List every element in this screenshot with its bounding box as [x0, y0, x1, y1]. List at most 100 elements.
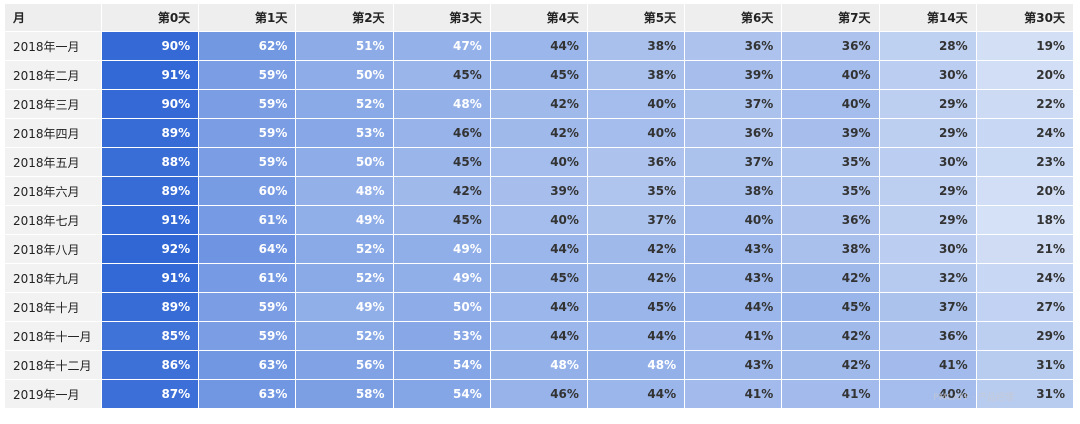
heatmap-cell: 60%	[198, 176, 297, 206]
heatmap-cell: 42%	[489, 89, 588, 119]
heatmap-cell: 61%	[198, 205, 297, 235]
heatmap-cell: 43%	[684, 234, 783, 264]
heatmap-cell: 40%	[781, 60, 880, 90]
heatmap-cell: 52%	[295, 321, 394, 351]
row-label: 2018年三月	[4, 89, 102, 119]
column-header: 第2天	[295, 3, 394, 32]
heatmap-cell: 36%	[684, 118, 783, 148]
heatmap-cell: 92%	[100, 234, 200, 264]
heatmap-cell: 36%	[781, 205, 880, 235]
heatmap-cell: 42%	[781, 321, 880, 351]
heatmap-cell: 54%	[392, 350, 491, 380]
heatmap-cell: 52%	[295, 263, 394, 293]
table-row: 2018年三月 90% 59% 52% 48% 42% 40% 37% 40% 29% 22%	[4, 89, 1075, 119]
heatmap-cell: 53%	[295, 118, 394, 148]
heatmap-cell: 50%	[295, 147, 394, 177]
heatmap-cell: 37%	[586, 205, 686, 235]
header-row: 月 第0天 第1天 第2天 第3天 第4天 第5天 第6天 第7天 第14天 第30天	[4, 3, 1075, 32]
heatmap-cell: 88%	[100, 147, 200, 177]
heatmap-cell: 40%	[684, 205, 783, 235]
heatmap-cell: 59%	[198, 60, 297, 90]
table-row: 2018年四月 89% 59% 53% 46% 42% 40% 36% 39% 29% 24%	[4, 118, 1075, 148]
heatmap-cell: 43%	[684, 263, 783, 293]
row-header-cell: 月	[4, 3, 102, 32]
heatmap-cell: 48%	[489, 350, 588, 380]
heatmap-cell: 42%	[489, 118, 588, 148]
heatmap-cell: 37%	[878, 292, 977, 322]
heatmap-cell: 30%	[878, 60, 977, 90]
heatmap-cell: 87%	[100, 379, 200, 409]
heatmap-cell: 29%	[878, 205, 977, 235]
table-row: 2018年六月 89% 60% 48% 42% 39% 35% 38% 35% 29% 20%	[4, 176, 1075, 206]
heatmap-cell: 29%	[975, 321, 1075, 351]
heatmap-cell: 36%	[781, 31, 880, 61]
heatmap-cell: 64%	[198, 234, 297, 264]
table-row: 2018年八月 92% 64% 52% 49% 44% 42% 43% 38% 30% 21%	[4, 234, 1075, 264]
column-header: 第4天	[489, 3, 588, 32]
heatmap-cell: 89%	[100, 292, 200, 322]
column-header: 第5天	[586, 3, 686, 32]
table-row: 2018年九月 91% 61% 52% 49% 45% 42% 43% 42% 32% 24%	[4, 263, 1075, 293]
heatmap-cell: 44%	[489, 292, 588, 322]
heatmap-cell: 37%	[684, 89, 783, 119]
heatmap-cell: 39%	[489, 176, 588, 206]
heatmap-cell: 20%	[975, 176, 1075, 206]
heatmap-cell: 47%	[392, 31, 491, 61]
heatmap-cell: 45%	[392, 147, 491, 177]
heatmap-cell: 44%	[489, 234, 588, 264]
heatmap-cell: 46%	[489, 379, 588, 409]
heatmap-cell: 42%	[586, 263, 686, 293]
heatmap-cell: 91%	[100, 60, 200, 90]
heatmap-cell: 49%	[295, 205, 394, 235]
heatmap-cell: 48%	[295, 176, 394, 206]
heatmap-cell: 42%	[781, 263, 880, 293]
heatmap-cell: 40%	[489, 205, 588, 235]
heatmap-cell: 59%	[198, 118, 297, 148]
heatmap-cell: 40%	[489, 147, 588, 177]
row-label: 2018年十二月	[4, 350, 102, 380]
row-label: 2018年十月	[4, 292, 102, 322]
table-row: 2018年一月 90% 62% 51% 47% 44% 38% 36% 36% 28% 19%	[4, 31, 1075, 61]
heatmap-cell: 89%	[100, 118, 200, 148]
heatmap-cell: 59%	[198, 147, 297, 177]
heatmap-cell: 21%	[975, 234, 1075, 264]
column-header: 第14天	[878, 3, 977, 32]
heatmap-cell: 91%	[100, 205, 200, 235]
row-label: 2018年四月	[4, 118, 102, 148]
heatmap-cell: 56%	[295, 350, 394, 380]
heatmap-cell: 44%	[684, 292, 783, 322]
heatmap-cell: 40%	[878, 379, 977, 409]
heatmap-cell: 41%	[684, 321, 783, 351]
heatmap-cell: 61%	[198, 263, 297, 293]
heatmap-cell: 62%	[198, 31, 297, 61]
row-label: 2018年八月	[4, 234, 102, 264]
heatmap-cell: 35%	[781, 176, 880, 206]
row-label: 2018年一月	[4, 31, 102, 61]
heatmap-cell: 30%	[878, 234, 977, 264]
heatmap-cell: 54%	[392, 379, 491, 409]
heatmap-cell: 49%	[392, 263, 491, 293]
heatmap-cell: 35%	[781, 147, 880, 177]
heatmap-cell: 53%	[392, 321, 491, 351]
heatmap-cell: 50%	[295, 60, 394, 90]
heatmap-cell: 39%	[684, 60, 783, 90]
heatmap-cell: 48%	[392, 89, 491, 119]
heatmap-cell: 42%	[586, 234, 686, 264]
row-label: 2019年一月	[4, 379, 102, 409]
heatmap-cell: 40%	[781, 89, 880, 119]
heatmap-cell: 29%	[878, 118, 977, 148]
heatmap-cell: 44%	[586, 321, 686, 351]
heatmap-cell: 38%	[781, 234, 880, 264]
heatmap-cell: 52%	[295, 234, 394, 264]
heatmap-cell: 27%	[975, 292, 1075, 322]
row-label: 2018年七月	[4, 205, 102, 235]
heatmap-cell: 41%	[878, 350, 977, 380]
table-body: 2018年一月 90% 62% 51% 47% 44% 38% 36% 36% 28% 19% 201…	[4, 31, 1075, 409]
retention-table-container: 月 第0天 第1天 第2天 第3天 第4天 第5天 第6天 第7天 第14天 第30天 2018年…	[4, 3, 1075, 409]
row-label: 2018年九月	[4, 263, 102, 293]
heatmap-cell: 90%	[100, 89, 200, 119]
column-header: 第3天	[392, 3, 491, 32]
heatmap-cell: 32%	[878, 263, 977, 293]
heatmap-cell: 19%	[975, 31, 1075, 61]
row-label: 2018年二月	[4, 60, 102, 90]
